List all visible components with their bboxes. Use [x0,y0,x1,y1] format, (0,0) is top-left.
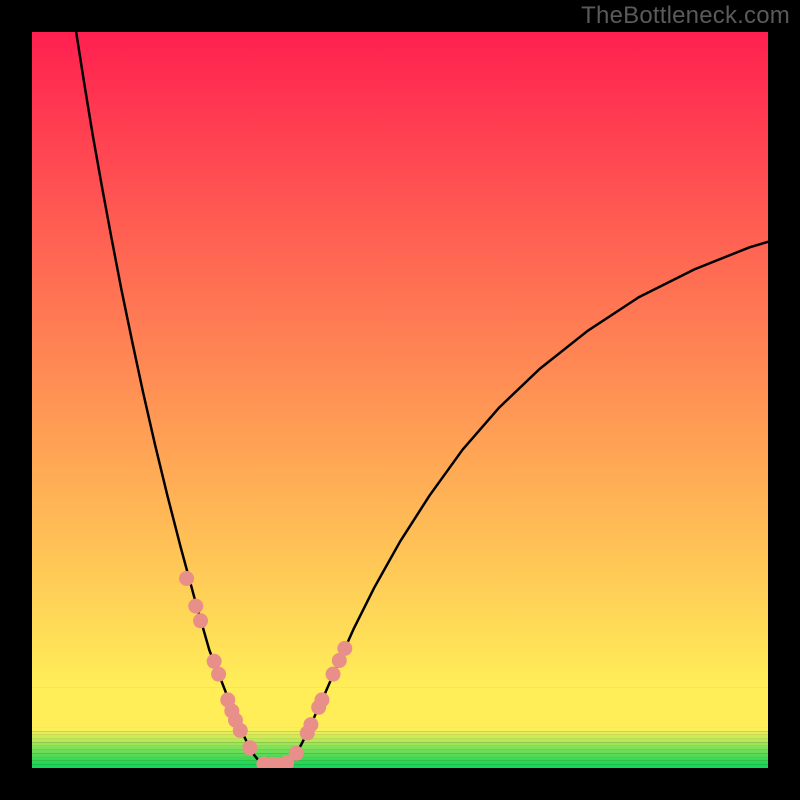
gradient-band [32,742,768,746]
plot-area [32,32,768,768]
data-marker [188,599,203,614]
gradient-band [32,32,768,687]
gradient-band [32,764,768,768]
data-marker [233,723,248,738]
gradient-band [32,735,768,739]
chart-frame: TheBottleneck.com [0,0,800,800]
plot-svg [32,32,768,768]
data-marker [193,613,208,628]
watermark-label: TheBottleneck.com [581,2,790,30]
gradient-band [32,753,768,757]
gradient-band [32,687,768,727]
gradient-band [32,728,768,732]
data-marker [303,717,318,732]
data-marker [289,746,304,761]
data-marker [211,667,226,682]
gradient-band [32,750,768,754]
data-marker [314,692,329,707]
gradient-band [32,746,768,750]
data-marker [179,571,194,586]
gradient-band [32,757,768,761]
data-marker [207,654,222,669]
data-marker [337,641,352,656]
data-marker [242,740,257,755]
gradient-band [32,731,768,735]
gradient-band [32,761,768,765]
gradient-band [32,739,768,743]
data-marker [326,667,341,682]
